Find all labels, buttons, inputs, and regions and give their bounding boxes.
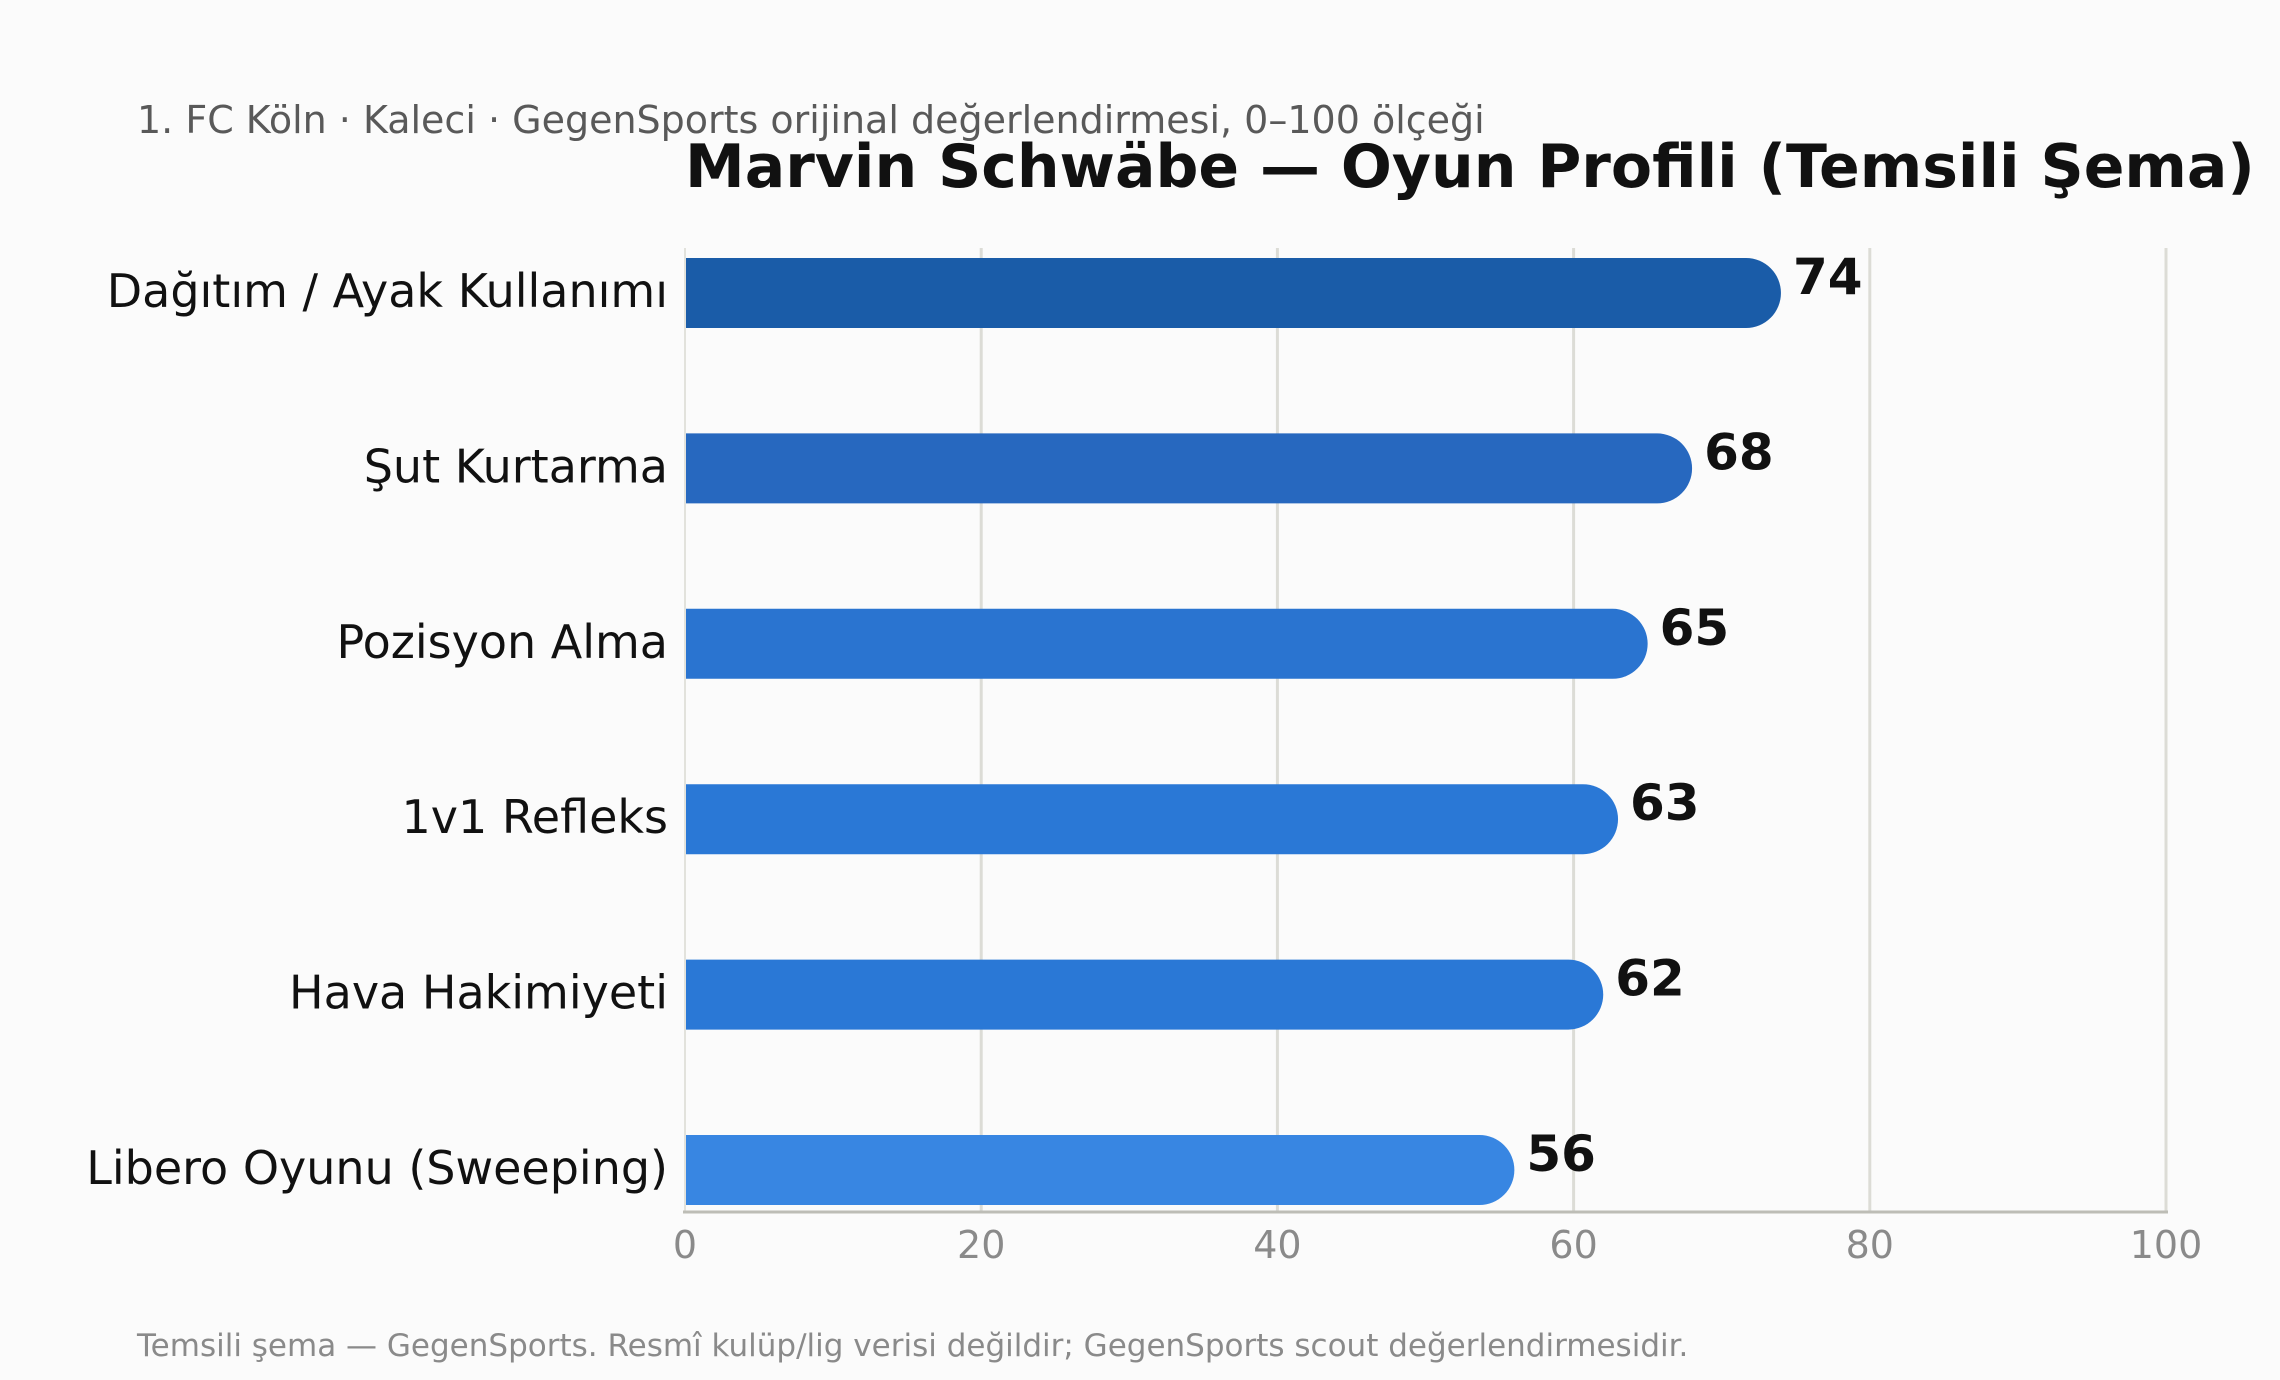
bar [685,433,1693,504]
bar [685,959,1604,1030]
value-label: 62 [1615,950,1685,1008]
category-label: 1v1 Refleks [402,790,668,844]
category-label: Hava Hakimiyeti [289,966,668,1020]
value-label: 65 [1660,599,1730,657]
category-label: Pozisyon Alma [336,615,668,669]
bar [685,784,1619,855]
category-label: Şut Kurtarma [364,439,668,493]
chart-footnote: Temsili şema — GegenSports. Resmî kulüp/… [137,1328,1689,1364]
axes: Dağıtım / Ayak Kullanımı Şut Kurtarma Pozi… [86,248,2202,1267]
grid-lines [979,248,2168,1212]
category-label: Dağıtım / Ayak Kullanımı [107,264,668,318]
bars: 74 68 65 63 62 56 [685,248,1863,1205]
bar [685,258,1781,328]
chart-subtitle: 1. FC Köln · Kaleci · GegenSports orijin… [137,98,1485,142]
bar [685,608,1648,679]
value-label: 74 [1793,248,1863,306]
x-tick-label: 60 [1549,1223,1597,1267]
chart-title: Marvin Schwäbe — Oyun Profili (Temsili Ş… [685,132,2255,202]
x-tick-label: 40 [1253,1223,1301,1267]
bar [685,1135,1515,1205]
category-label: Libero Oyunu (Sweeping) [86,1141,668,1195]
value-label: 68 [1704,423,1774,481]
x-tick-label: 20 [957,1223,1005,1267]
value-label: 63 [1630,774,1700,832]
value-label: 56 [1526,1125,1596,1183]
x-tick-label: 80 [1846,1223,1894,1267]
x-tick-label: 0 [673,1223,697,1267]
x-tick-label: 100 [2130,1223,2203,1267]
